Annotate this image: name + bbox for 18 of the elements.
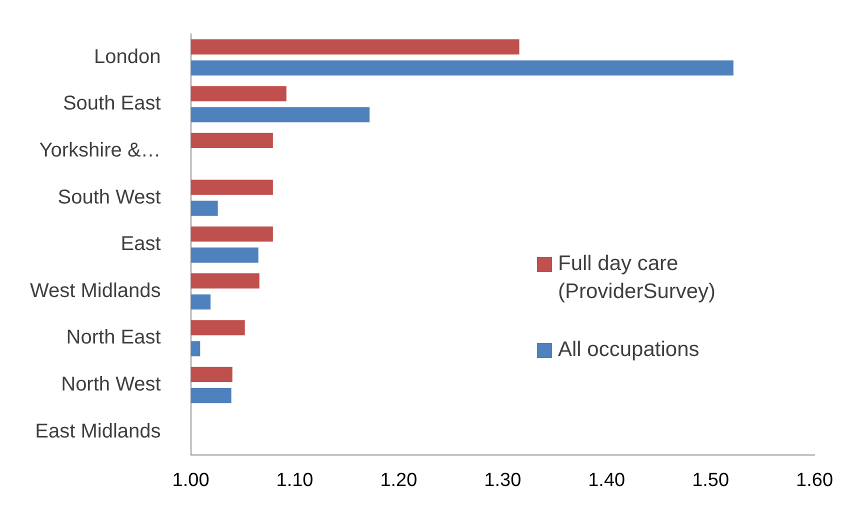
x-tick-label: 1.00 xyxy=(172,470,210,491)
y-tick-label: East xyxy=(120,233,162,256)
x-tick-label: 1.30 xyxy=(484,470,522,491)
y-tick-label: East Midlands xyxy=(35,420,161,442)
y-tick-label: South East xyxy=(62,92,162,115)
y-tick-label: South West xyxy=(58,186,162,208)
y-tick-label: London xyxy=(94,46,161,68)
x-tick-label: 1.40 xyxy=(588,470,626,491)
x-tick-label: 1.20 xyxy=(380,470,418,491)
y-tick-label: North West xyxy=(61,374,162,396)
x-tick-label: 1.10 xyxy=(276,470,314,491)
x-tick-label: 1.60 xyxy=(796,470,833,491)
y-tick-label: Yorkshire &… xyxy=(39,140,161,162)
x-tick-label: 1.50 xyxy=(692,470,730,491)
legend-label: Full day care (ProviderSurvey) xyxy=(558,251,717,305)
y-tick-label: West Midlands xyxy=(30,280,161,302)
y-tick-label: North East xyxy=(66,326,162,349)
legend-label: All occupations xyxy=(558,337,700,363)
